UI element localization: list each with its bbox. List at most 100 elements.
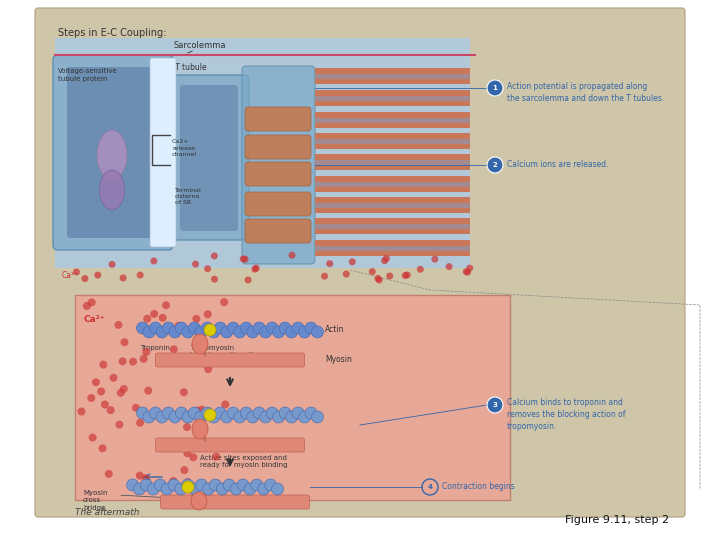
Circle shape [487,397,503,413]
Circle shape [89,434,96,442]
Ellipse shape [99,170,125,210]
FancyBboxPatch shape [150,58,176,247]
FancyBboxPatch shape [315,154,470,170]
Circle shape [142,474,150,482]
Circle shape [369,268,376,275]
Circle shape [467,265,473,272]
Circle shape [204,409,216,421]
Text: Ca²⁺: Ca²⁺ [62,271,79,280]
Circle shape [73,268,80,275]
Circle shape [417,266,424,273]
Circle shape [189,322,200,334]
Circle shape [431,256,438,262]
Text: Terminal
cisterna
of SR: Terminal cisterna of SR [175,188,202,205]
Circle shape [240,322,252,334]
Circle shape [220,298,228,306]
Circle shape [204,265,211,272]
Circle shape [143,348,150,356]
Text: Action potential is propagated along
the sarcolemma and down the T tubules.: Action potential is propagated along the… [507,82,665,103]
Circle shape [92,379,100,386]
FancyBboxPatch shape [245,219,311,243]
Circle shape [446,263,453,270]
Circle shape [88,299,96,306]
Circle shape [245,276,251,284]
Circle shape [223,479,235,491]
Circle shape [189,483,201,495]
Circle shape [204,324,216,336]
FancyBboxPatch shape [156,353,305,367]
Text: Calcium ions are released.: Calcium ions are released. [507,160,608,169]
Circle shape [189,453,197,461]
Circle shape [383,255,390,262]
Circle shape [279,407,291,419]
Circle shape [150,310,158,318]
FancyBboxPatch shape [315,203,470,208]
Circle shape [195,411,207,423]
Circle shape [109,261,116,268]
Circle shape [386,273,393,280]
Circle shape [129,357,137,366]
Circle shape [326,260,333,267]
Circle shape [182,326,194,338]
FancyBboxPatch shape [315,74,470,79]
Circle shape [150,407,161,419]
Circle shape [107,406,114,414]
Circle shape [94,272,102,279]
Circle shape [208,411,220,423]
Circle shape [202,483,215,495]
Circle shape [144,387,152,395]
FancyBboxPatch shape [180,85,238,231]
FancyBboxPatch shape [245,107,311,131]
Circle shape [180,388,188,396]
FancyBboxPatch shape [245,162,311,186]
Circle shape [260,326,271,338]
Circle shape [184,478,192,486]
Circle shape [115,421,123,429]
Circle shape [150,322,161,334]
Circle shape [299,411,310,423]
Circle shape [234,326,246,338]
Circle shape [260,411,271,423]
Circle shape [211,275,218,282]
Circle shape [158,314,166,322]
Circle shape [286,411,297,423]
Circle shape [299,326,310,338]
Circle shape [221,326,233,338]
FancyBboxPatch shape [245,135,311,159]
Ellipse shape [97,130,127,180]
Circle shape [253,407,265,419]
FancyBboxPatch shape [315,246,470,251]
Circle shape [221,411,233,423]
Circle shape [101,401,109,409]
Circle shape [170,345,178,353]
Text: Figure 9.11, step 2: Figure 9.11, step 2 [565,515,669,525]
Circle shape [251,266,258,273]
Circle shape [175,327,183,335]
FancyBboxPatch shape [315,176,470,192]
Circle shape [230,483,242,495]
Circle shape [127,479,138,491]
FancyBboxPatch shape [55,38,475,268]
Text: 2: 2 [492,162,498,168]
FancyBboxPatch shape [75,295,510,500]
Circle shape [181,479,194,491]
Circle shape [163,407,174,419]
Circle shape [87,394,95,402]
Circle shape [182,481,194,493]
Circle shape [168,479,180,491]
Circle shape [240,407,252,419]
Circle shape [273,326,284,338]
FancyBboxPatch shape [315,240,470,256]
Circle shape [104,470,113,478]
Ellipse shape [192,419,208,439]
Ellipse shape [192,334,208,354]
Text: Ca²⁺: Ca²⁺ [83,315,104,324]
Circle shape [175,483,186,495]
Circle shape [156,411,168,423]
Circle shape [204,365,212,373]
Text: Ca2+
release
channel: Ca2+ release channel [172,139,197,157]
Circle shape [147,483,159,495]
Circle shape [143,315,151,323]
Circle shape [99,444,107,453]
Circle shape [237,479,249,491]
